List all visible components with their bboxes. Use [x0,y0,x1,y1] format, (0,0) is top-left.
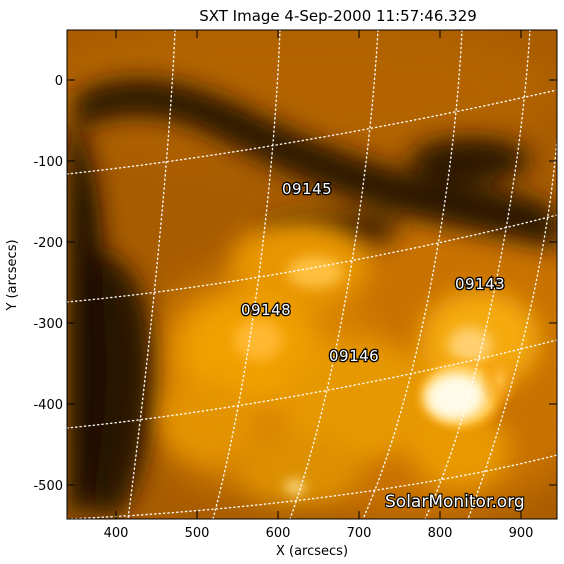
x-tick-label: 800 [428,526,453,541]
y-tick-label: -200 [33,236,63,251]
y-tick-label: -400 [33,398,63,413]
x-tick-label: 400 [104,526,129,541]
y-axis-label: Y (arcsecs) [5,239,20,311]
heliographic-grid [67,30,557,519]
active-region-label: 09146 [329,347,379,365]
axis-ticks [67,30,557,519]
x-tick-label: 600 [266,526,291,541]
y-tick-label: -300 [33,317,63,332]
x-tick-label: 500 [185,526,210,541]
x-axis-label: X (arcsecs) [276,544,348,559]
y-tick-label: -500 [33,479,63,494]
x-tick-label: 900 [509,526,534,541]
y-tick-label: 0 [55,74,63,89]
plot-frame [66,29,558,520]
active-region-label: 09143 [455,275,505,293]
x-tick-label: 700 [347,526,372,541]
solarmonitor-watermark: SolarMonitor.org [385,492,525,512]
image-title: SXT Image 4-Sep-2000 11:57:46.329 [199,7,477,25]
active-region-label: 09148 [241,301,291,319]
y-tick-label: -100 [33,155,63,170]
solar-xray-image: 09145 09148 09146 09143 SolarMonitor.org [67,30,557,519]
active-region-label: 09145 [282,180,332,198]
